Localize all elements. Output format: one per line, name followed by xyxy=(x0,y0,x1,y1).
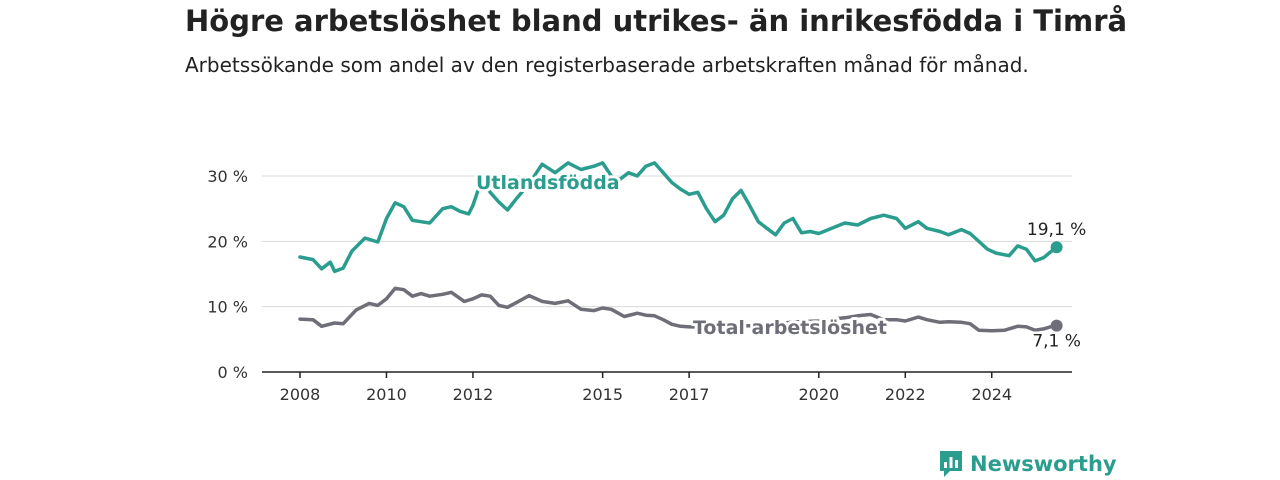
y-tick-label: 30 % xyxy=(207,167,248,186)
chart-subtitle: Arbetssökande som andel av den registerb… xyxy=(185,53,1029,77)
chart-title: Högre arbetslöshet bland utrikes- än inr… xyxy=(185,4,1128,38)
x-tick-label: 2012 xyxy=(453,385,494,404)
series-end-marker-0 xyxy=(1050,241,1063,254)
x-tick-label: 2015 xyxy=(582,385,623,404)
end-value-total: 7,1 % xyxy=(1032,332,1081,352)
y-tick-label: 10 % xyxy=(207,298,248,317)
x-tick-label: 2020 xyxy=(798,385,839,404)
brand-name: Newsworthy xyxy=(970,452,1117,476)
x-tick-label: 2017 xyxy=(669,385,710,404)
x-tick-label: 2008 xyxy=(280,385,321,404)
brand-logo: Newsworthy xyxy=(938,449,1117,479)
series-line-1 xyxy=(298,286,1059,333)
gridlines xyxy=(262,175,1072,308)
series-name-utlandsfodda: Utlandsfödda xyxy=(476,172,620,194)
newsworthy-logo-icon xyxy=(940,451,962,477)
series-end-marker-1 xyxy=(1050,319,1063,332)
x-tick-label: 2010 xyxy=(366,385,407,404)
series-line-0 xyxy=(298,161,1059,274)
axes: 0 % 10 % 20 % 30 % 2008 2010 2012 2015 2017 2020 2… xyxy=(207,167,1072,404)
y-tick-label: 20 % xyxy=(207,232,248,251)
series xyxy=(298,161,1063,333)
series-name-total: Total arbetslöshet xyxy=(693,317,887,339)
series-labels: Utlandsfödda Total arbetslöshet 19,1 % 7,1 … xyxy=(473,169,1089,354)
end-value-utlandsfodda: 19,1 % xyxy=(1027,220,1086,240)
x-tick-label: 2022 xyxy=(885,385,926,404)
y-tick-label: 0 % xyxy=(218,363,248,382)
x-tick-label: 2024 xyxy=(971,385,1012,404)
